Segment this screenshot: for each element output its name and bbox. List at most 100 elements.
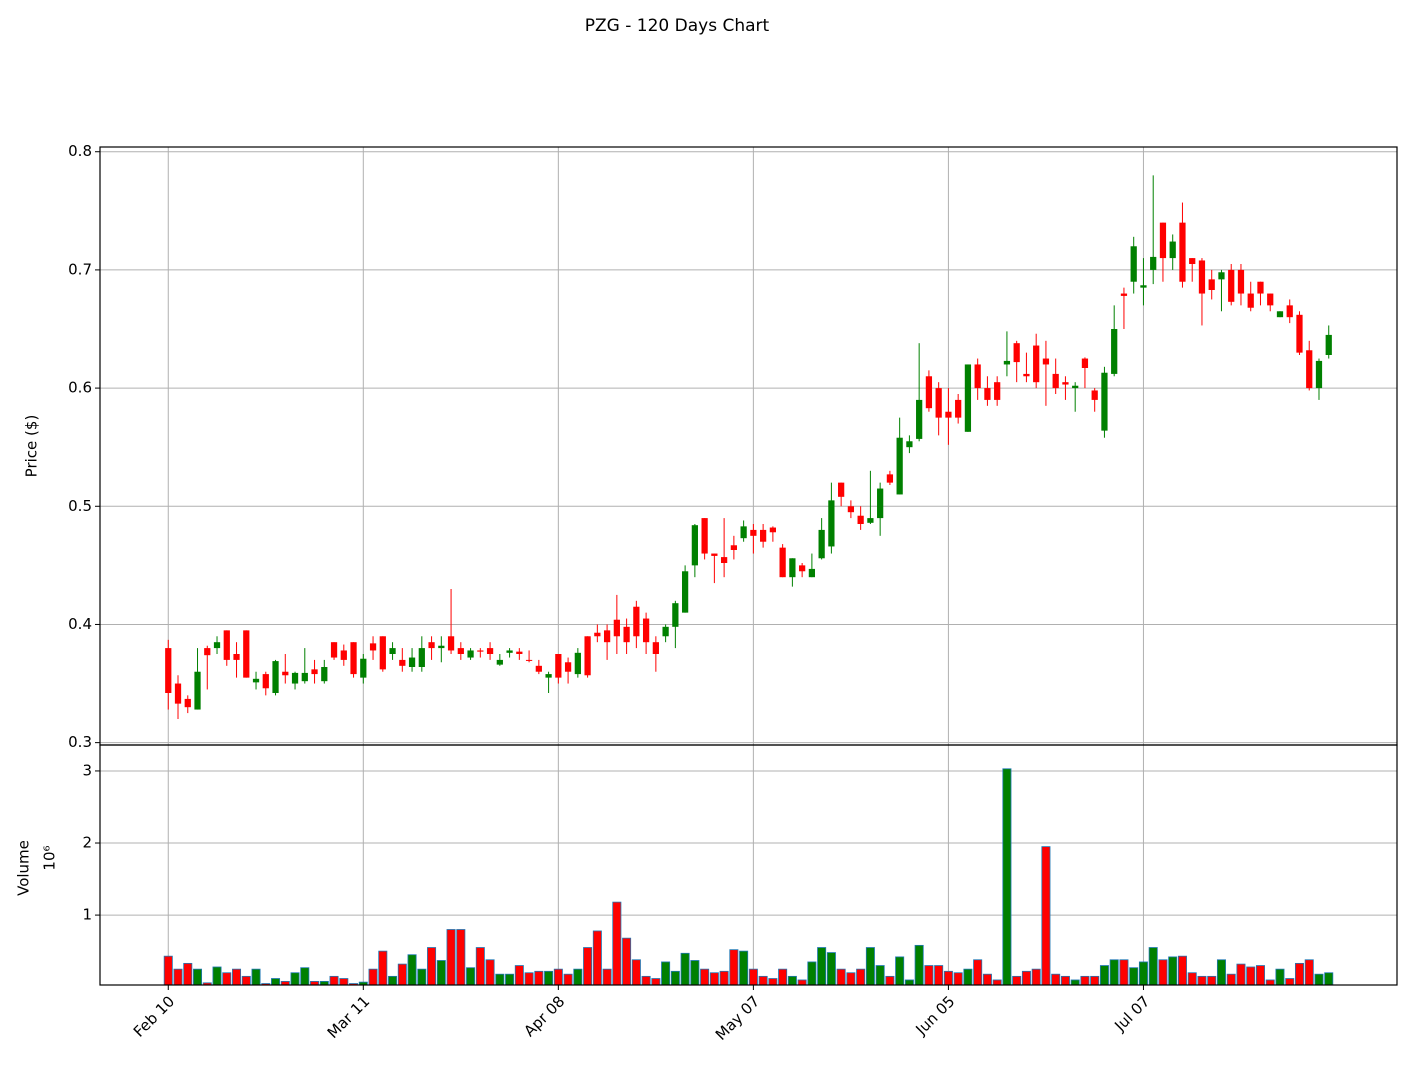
- volume-bar: [1138, 961, 1148, 986]
- volume-bar: [797, 979, 807, 986]
- volume-bar: [953, 972, 963, 986]
- volume-bar: [300, 967, 310, 986]
- candle-body: [984, 388, 991, 400]
- candle-body: [808, 568, 816, 578]
- candle-body: [730, 545, 737, 550]
- volume-bar: [544, 970, 554, 986]
- volume-frame: [99, 744, 1398, 986]
- volume-bar: [1012, 975, 1022, 986]
- candle-body: [594, 632, 601, 637]
- volume-offset-label: 10⁶: [41, 845, 59, 870]
- x-tick-label: Apr 08: [520, 992, 568, 1040]
- price-axis-label: Price ($): [23, 415, 41, 478]
- candle-body: [555, 654, 562, 678]
- candle-body: [545, 674, 552, 678]
- candle-body: [623, 626, 630, 643]
- volume-bar: [436, 960, 446, 986]
- candle-body: [506, 650, 513, 653]
- candle-body: [496, 659, 503, 665]
- candle-body: [945, 411, 952, 418]
- volume-bar: [826, 952, 836, 986]
- volume-bar: [1080, 975, 1090, 986]
- volume-bar: [1031, 968, 1041, 986]
- candle-body: [711, 553, 718, 556]
- candle-body: [350, 642, 357, 675]
- volume-bar: [856, 968, 866, 986]
- candle-body: [165, 648, 172, 693]
- candle-body: [701, 518, 708, 554]
- volume-bar: [1148, 947, 1158, 986]
- volume-bar: [553, 968, 563, 986]
- candle-body: [574, 652, 581, 675]
- candle-body: [1315, 360, 1323, 389]
- volume-bar: [748, 968, 758, 986]
- candle-body: [1247, 293, 1254, 308]
- candle-body: [760, 529, 767, 542]
- candle-body: [379, 636, 386, 670]
- candle-body: [525, 659, 533, 661]
- candle-body: [321, 667, 328, 682]
- volume-bar: [807, 961, 817, 986]
- candle-body: [691, 525, 698, 566]
- y-tick-label: 0.3: [68, 733, 92, 751]
- volume-bar: [495, 973, 505, 986]
- candle-body: [194, 671, 201, 710]
- volume-bar: [895, 956, 905, 986]
- y-tick-label: 3: [82, 761, 92, 779]
- y-tick-label: 2: [82, 834, 92, 852]
- candle-body: [291, 672, 299, 684]
- volume-bar: [271, 978, 281, 986]
- volume-bar: [1285, 978, 1295, 986]
- volume-bar: [241, 975, 251, 986]
- volume-bar: [505, 973, 515, 986]
- volume-bar: [836, 968, 846, 986]
- volume-bar: [1187, 972, 1197, 986]
- volume-bar: [973, 959, 983, 986]
- volume-bar: [1265, 979, 1275, 986]
- candle-body: [311, 669, 318, 675]
- candle-body: [204, 648, 211, 656]
- volume-bar: [1255, 965, 1265, 986]
- volume-axis-label: Volume: [15, 840, 33, 896]
- candle-body: [1198, 260, 1206, 294]
- volume-bar: [1070, 979, 1080, 986]
- volume-bar: [1041, 846, 1051, 986]
- candle-body: [1276, 311, 1284, 318]
- volume-bar: [368, 968, 378, 986]
- candle-body: [1306, 350, 1313, 389]
- volume-bar: [1177, 955, 1187, 986]
- candle-body: [213, 642, 221, 649]
- candle-body: [847, 506, 855, 513]
- candle-body: [1003, 360, 1011, 365]
- candle-body: [1042, 358, 1050, 365]
- candle-body: [516, 651, 523, 654]
- candle-body: [1208, 279, 1215, 290]
- volume-bar: [251, 968, 261, 986]
- candle-body: [935, 388, 942, 418]
- candle-body: [877, 488, 884, 519]
- candle-body: [1023, 373, 1030, 377]
- candle-body: [1179, 222, 1186, 282]
- candle-body: [360, 658, 367, 678]
- volume-bar: [690, 960, 700, 986]
- candle-body: [447, 636, 455, 651]
- candle-body: [916, 399, 923, 439]
- volume-bar: [1119, 959, 1129, 986]
- candle-body: [1218, 272, 1225, 280]
- volume-bar: [846, 972, 856, 986]
- volume-bar: [397, 963, 407, 986]
- candle-body: [340, 650, 347, 660]
- volume-bar: [466, 967, 476, 986]
- candle-body: [389, 648, 396, 654]
- y-tick-label: 0.8: [68, 142, 92, 160]
- candle-body: [1150, 256, 1157, 270]
- volume-bar: [485, 959, 495, 986]
- candle-body: [1159, 222, 1167, 259]
- volume-bar: [1158, 959, 1168, 986]
- volume-bar: [1090, 975, 1100, 986]
- candle-body: [867, 518, 874, 523]
- volume-bar: [670, 970, 680, 986]
- volume-bar: [388, 975, 398, 986]
- candle-body: [1062, 382, 1069, 385]
